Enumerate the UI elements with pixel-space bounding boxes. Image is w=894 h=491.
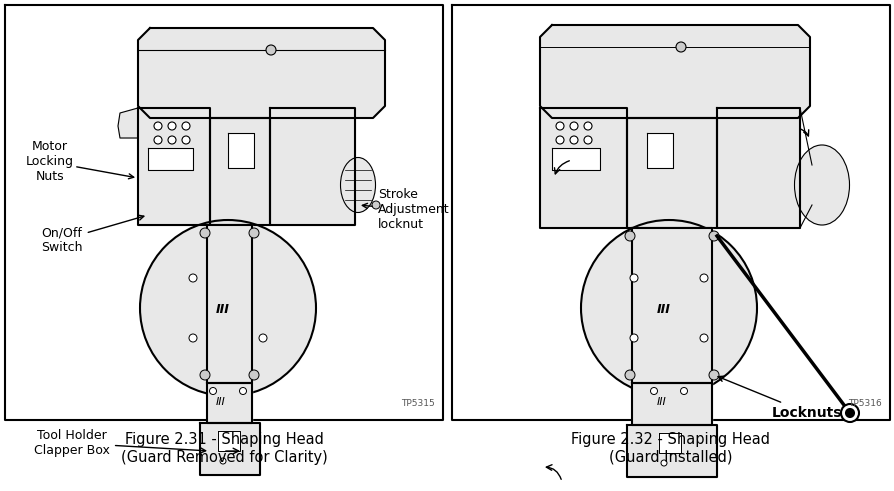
Circle shape xyxy=(181,122,190,130)
Text: Figure 2.31 - Shaping Head: Figure 2.31 - Shaping Head xyxy=(124,432,323,447)
Text: (Guard Removed for Clarity): (Guard Removed for Clarity) xyxy=(121,450,327,465)
Circle shape xyxy=(569,136,578,144)
Circle shape xyxy=(699,334,707,342)
Text: TP5315: TP5315 xyxy=(401,399,434,408)
Circle shape xyxy=(708,370,718,380)
Circle shape xyxy=(154,136,162,144)
Text: III: III xyxy=(656,397,666,407)
Circle shape xyxy=(168,136,176,144)
Circle shape xyxy=(661,460,666,466)
Polygon shape xyxy=(138,108,210,225)
Polygon shape xyxy=(118,108,138,138)
Ellipse shape xyxy=(794,145,848,225)
Circle shape xyxy=(372,201,380,209)
Circle shape xyxy=(699,274,707,282)
Text: (Guard Installed): (Guard Installed) xyxy=(609,450,732,465)
Polygon shape xyxy=(207,225,252,383)
Text: On/Off
Switch: On/Off Switch xyxy=(41,215,144,254)
Circle shape xyxy=(199,228,210,238)
Polygon shape xyxy=(627,118,716,228)
Text: TP5316: TP5316 xyxy=(848,399,881,408)
Polygon shape xyxy=(658,433,680,453)
Polygon shape xyxy=(218,431,240,451)
Circle shape xyxy=(580,220,756,396)
Polygon shape xyxy=(646,133,672,168)
Polygon shape xyxy=(539,108,627,228)
Circle shape xyxy=(240,387,246,394)
Text: III: III xyxy=(215,397,225,407)
Circle shape xyxy=(168,122,176,130)
Circle shape xyxy=(708,231,718,241)
Text: Motor
Locking
Nuts: Motor Locking Nuts xyxy=(26,140,133,184)
Circle shape xyxy=(249,228,258,238)
Circle shape xyxy=(675,42,685,52)
Circle shape xyxy=(220,458,226,464)
Polygon shape xyxy=(539,25,809,118)
Text: Stroke
Adjustment
locknut: Stroke Adjustment locknut xyxy=(362,189,449,231)
Text: III: III xyxy=(656,303,670,316)
Circle shape xyxy=(629,274,637,282)
Circle shape xyxy=(199,370,210,380)
Polygon shape xyxy=(207,383,252,423)
Polygon shape xyxy=(270,108,355,225)
Polygon shape xyxy=(210,118,270,225)
Circle shape xyxy=(555,136,563,144)
Circle shape xyxy=(845,409,853,417)
Circle shape xyxy=(555,122,563,130)
Circle shape xyxy=(189,334,197,342)
Polygon shape xyxy=(451,5,889,420)
Polygon shape xyxy=(716,108,799,228)
Circle shape xyxy=(629,334,637,342)
Text: Figure 2.32 - Shaping Head: Figure 2.32 - Shaping Head xyxy=(571,432,770,447)
Circle shape xyxy=(650,387,657,394)
Circle shape xyxy=(624,370,634,380)
Circle shape xyxy=(181,136,190,144)
Polygon shape xyxy=(148,148,193,170)
Circle shape xyxy=(266,45,275,55)
Polygon shape xyxy=(631,383,712,425)
Circle shape xyxy=(154,122,162,130)
Polygon shape xyxy=(5,5,443,420)
Circle shape xyxy=(679,387,687,394)
Circle shape xyxy=(189,274,197,282)
Circle shape xyxy=(584,122,591,130)
Polygon shape xyxy=(552,148,599,170)
Circle shape xyxy=(258,334,266,342)
Circle shape xyxy=(584,136,591,144)
Polygon shape xyxy=(138,28,384,118)
Circle shape xyxy=(624,231,634,241)
Text: III: III xyxy=(215,303,230,316)
Polygon shape xyxy=(627,425,716,477)
Ellipse shape xyxy=(340,158,375,213)
Text: Locknuts: Locknuts xyxy=(717,376,841,420)
Polygon shape xyxy=(199,423,260,475)
Circle shape xyxy=(840,404,858,422)
Circle shape xyxy=(139,220,316,396)
Polygon shape xyxy=(631,228,712,383)
Circle shape xyxy=(569,122,578,130)
Circle shape xyxy=(249,370,258,380)
Polygon shape xyxy=(228,133,254,168)
Text: Tool Holder
Clapper Box: Tool Holder Clapper Box xyxy=(34,429,206,457)
Circle shape xyxy=(209,387,216,394)
